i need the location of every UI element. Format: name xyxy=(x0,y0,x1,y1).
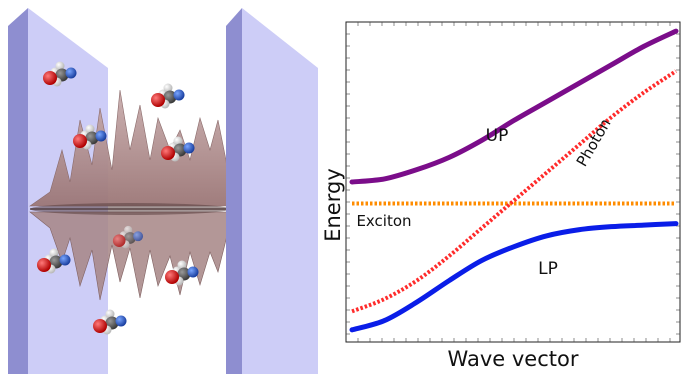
chart-series xyxy=(349,28,679,333)
series-line-photon xyxy=(351,69,678,314)
right-mirror xyxy=(226,8,318,374)
series-label-lp: LP xyxy=(538,259,558,279)
series-label-exciton: Exciton xyxy=(356,212,411,230)
series-line-lp xyxy=(349,221,679,333)
series-line-up xyxy=(349,28,679,185)
molecule-icon xyxy=(151,83,185,109)
y-axis-label: Energy xyxy=(321,168,345,242)
axis-ticks xyxy=(346,22,680,342)
x-axis-label: Wave vector xyxy=(448,347,579,371)
microcavity-illustration xyxy=(8,8,318,374)
series-label-up: UP xyxy=(486,126,509,146)
